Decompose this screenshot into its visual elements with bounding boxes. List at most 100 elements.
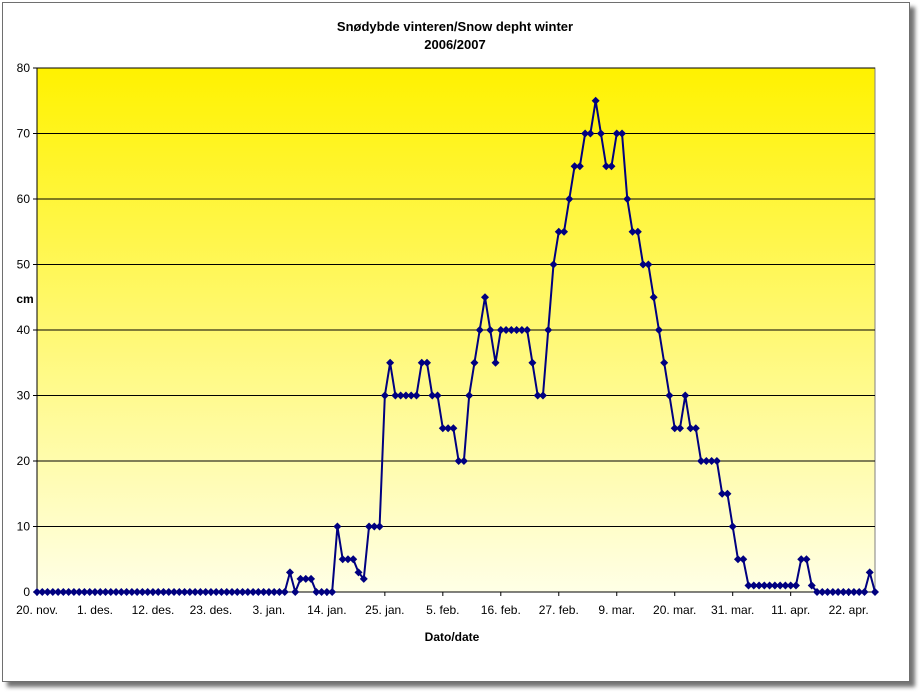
data-point <box>222 588 231 596</box>
data-point <box>644 260 653 269</box>
data-point <box>291 588 300 596</box>
y-tick-label: 70 <box>17 127 31 141</box>
data-point <box>117 588 126 596</box>
data-point <box>80 588 89 596</box>
data-point <box>528 358 537 367</box>
data-point <box>512 326 521 334</box>
data-point <box>728 522 737 531</box>
data-point <box>733 555 742 564</box>
data-point <box>807 581 816 590</box>
x-tick-label: 20. mar. <box>653 603 696 617</box>
data-point <box>665 391 674 400</box>
data-point <box>570 162 579 171</box>
data-point <box>133 588 142 596</box>
data-point <box>349 555 358 564</box>
data-point <box>333 522 342 531</box>
x-tick-label: 25. jan. <box>365 603 404 617</box>
data-point <box>723 489 732 498</box>
x-tick-label: 20. nov. <box>16 603 58 617</box>
data-point <box>386 358 395 367</box>
data-point <box>575 162 584 171</box>
y-tick-label: 30 <box>17 389 31 403</box>
data-point <box>423 358 432 367</box>
data-point <box>312 588 321 596</box>
y-tick-label: 0 <box>23 585 30 599</box>
data-point <box>69 588 78 596</box>
data-point <box>755 581 764 590</box>
data-point <box>691 424 700 433</box>
data-point <box>54 588 63 596</box>
data-point <box>43 588 52 596</box>
data-point <box>744 581 753 590</box>
x-tick-label: 11. apr. <box>771 603 810 617</box>
snow-depth-chart: Snødybde vinteren/Snow depht winter 2006… <box>16 19 879 644</box>
data-point <box>523 326 532 334</box>
x-tick-label: 1. des. <box>77 603 113 617</box>
data-point <box>781 581 790 590</box>
data-point <box>480 293 489 302</box>
data-point <box>101 588 110 596</box>
data-point <box>844 588 853 596</box>
data-point <box>407 391 416 400</box>
data-point <box>444 424 453 433</box>
data-point <box>660 358 669 367</box>
data-point <box>270 588 279 596</box>
data-point <box>591 96 600 105</box>
data-point <box>791 581 800 590</box>
data-point <box>565 195 574 203</box>
data-point <box>496 326 505 334</box>
data-point <box>380 391 389 400</box>
data-point <box>739 555 748 564</box>
data-point <box>143 588 152 596</box>
data-point <box>212 588 221 596</box>
data-point <box>233 588 242 596</box>
data-point <box>243 588 252 596</box>
y-axis-label: cm <box>16 292 33 306</box>
x-tick-label: 27. feb. <box>539 603 579 617</box>
data-point <box>686 424 695 433</box>
data-point <box>328 588 337 596</box>
data-point <box>48 588 57 596</box>
data-point <box>196 588 205 596</box>
data-point <box>112 588 121 596</box>
data-point <box>154 588 163 596</box>
data-point <box>475 326 484 334</box>
x-tick-label: 31. mar. <box>711 603 754 617</box>
data-point <box>633 227 642 236</box>
data-point <box>639 260 648 269</box>
data-point <box>96 588 105 596</box>
data-point <box>412 391 421 400</box>
data-point <box>802 555 811 564</box>
data-point <box>354 568 363 577</box>
data-point <box>628 227 637 236</box>
data-point <box>322 588 331 596</box>
data-point <box>449 424 458 433</box>
data-point <box>401 391 410 400</box>
data-point <box>507 326 516 334</box>
data-point <box>370 522 379 531</box>
data-point <box>517 326 526 334</box>
x-axis-ticks: 20. nov. 1. des. 12. des. 23. des. 3. jan. 14… <box>16 592 869 617</box>
data-point <box>264 588 273 596</box>
chart-frame: Snødybde vinteren/Snow depht winter 2006… <box>2 2 910 682</box>
data-point <box>148 588 157 596</box>
data-point <box>396 391 405 400</box>
x-tick-label: 9. mar. <box>598 603 635 617</box>
series-snow-depth <box>33 96 879 596</box>
data-point <box>217 588 226 596</box>
data-point <box>438 424 447 433</box>
data-point <box>697 457 706 465</box>
data-point <box>343 555 352 564</box>
data-point <box>301 574 310 583</box>
chart-subtitle: 2006/2007 <box>424 37 485 52</box>
data-point <box>338 555 347 564</box>
data-point <box>871 588 879 596</box>
data-point <box>90 588 99 596</box>
data-point <box>138 588 147 596</box>
data-point <box>623 195 632 203</box>
data-point <box>749 581 758 590</box>
data-point <box>849 588 858 596</box>
y-tick-label: 60 <box>17 192 31 206</box>
data-point <box>180 588 189 596</box>
x-tick-label: 14. jan. <box>307 603 346 617</box>
